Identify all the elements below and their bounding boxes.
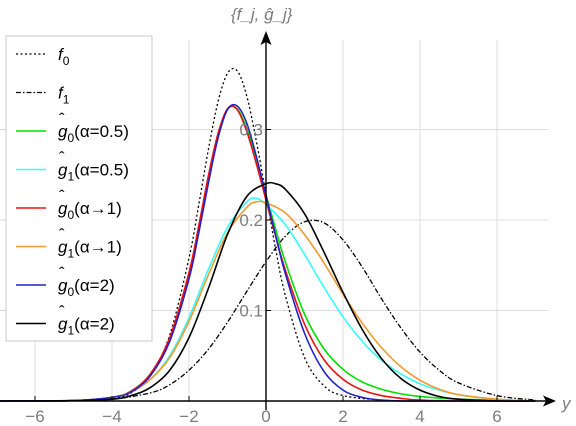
- y-tick-label: 0.3: [239, 121, 263, 140]
- series-line-6: [0, 103, 536, 402]
- x-axis-label: y: [561, 394, 572, 413]
- y-axis-label: {f_j, ĝ_j}: [231, 5, 293, 24]
- legend-label-2: g0(α=0.5): [58, 122, 129, 145]
- x-tick-label: 4: [415, 407, 424, 426]
- y-tick-label: 0.1: [239, 302, 263, 321]
- x-tick-label: −6: [25, 407, 44, 426]
- series-line-5: [0, 200, 536, 402]
- legend-label-5: g1(α→1): [58, 238, 122, 261]
- legend-label-3: g1(α=0.5): [58, 161, 129, 184]
- series-line-7: [0, 181, 536, 402]
- legend-hat-5: ˆ: [59, 226, 65, 245]
- legend-label-4: g0(α→1): [58, 199, 122, 222]
- legend-hat-2: ˆ: [59, 110, 65, 129]
- legend-label-0: f0: [58, 45, 70, 68]
- legend-hat-7: ˆ: [59, 303, 65, 322]
- y-tick-label: 0.2: [239, 211, 263, 230]
- x-axis-arrow: [543, 395, 556, 407]
- x-tick-label: −2: [179, 407, 198, 426]
- legend: f0f1g0(α=0.5)ˆg1(α=0.5)ˆg0(α→1)ˆg1(α→1)ˆ…: [5, 35, 153, 342]
- x-tick-label: 6: [492, 407, 501, 426]
- y-axis-arrow: [260, 31, 272, 45]
- axes: [0, 31, 556, 410]
- legend-hat-4: ˆ: [59, 187, 65, 206]
- legend-label-1: f1: [58, 84, 70, 107]
- ticks: −6 −4 −2 0 2 4 6 0.1 0.2 0.3: [25, 121, 501, 426]
- curves: [0, 67, 536, 402]
- legend-label-6: g0(α=2): [58, 276, 115, 299]
- x-tick-label: −4: [102, 407, 121, 426]
- legend-hat-6: ˆ: [59, 264, 65, 283]
- x-tick-label: 0: [261, 407, 270, 426]
- legend-box: [5, 35, 153, 342]
- x-tick-label: 2: [338, 407, 347, 426]
- legend-hat-3: ˆ: [59, 149, 65, 168]
- legend-label-7: g1(α=2): [58, 315, 115, 338]
- series-line-4: [0, 105, 536, 402]
